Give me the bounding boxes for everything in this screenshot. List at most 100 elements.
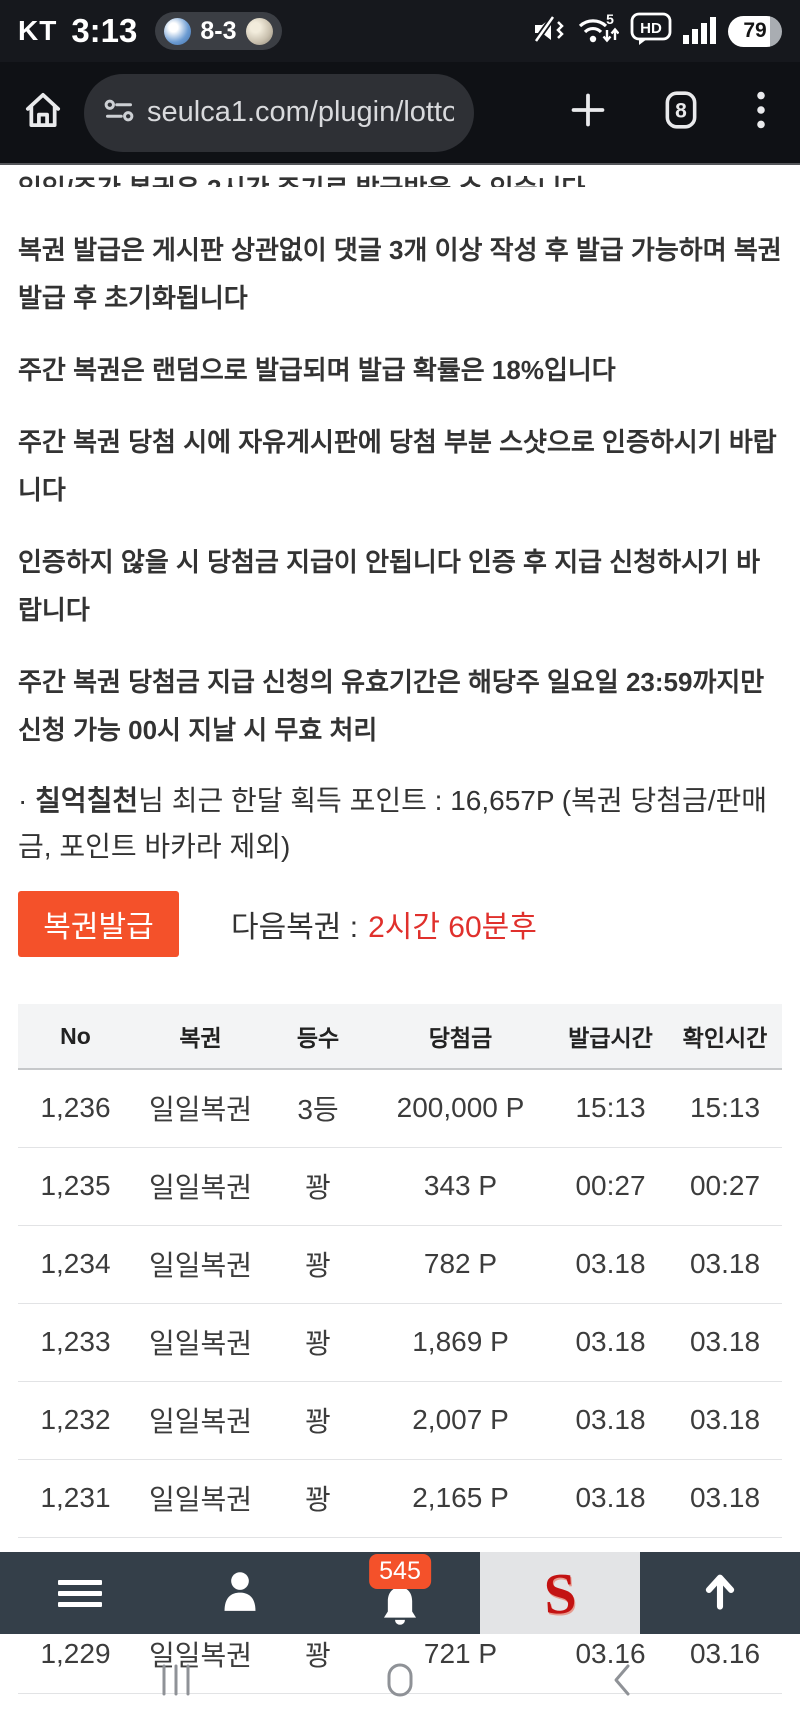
status-bar: KT 3:13 8-3 5 [0, 0, 800, 62]
issue-lotto-button[interactable]: 복권발급 [18, 891, 179, 957]
notice-paragraph: 인증하지 않을 시 당첨금 지급이 안됩니다 인증 후 지급 신청하시기 바랍니… [18, 547, 760, 625]
carrier-label: KT [18, 15, 58, 46]
notice-paragraph: 일일/주간 복권은 3시간 주기로 발급받을 수 있습니다 [18, 165, 782, 187]
clipped-notice-line: 일일/주간 복권은 3시간 주기로 발급받을 수 있습니다 [18, 165, 782, 187]
svg-text:HD: HD [640, 20, 662, 37]
table-cell: 꽝 [268, 1381, 368, 1460]
table-cell: 782 P [368, 1225, 553, 1304]
notice-paragraph: 주간 복권은 랜덤으로 발급되며 발급 확률은 18%입니다 [18, 355, 616, 385]
home-nav-button[interactable] [380, 1662, 420, 1698]
table-cell: 343 P [368, 1147, 553, 1226]
table-row: 1,236 일일복권 3등 200,000 P 15:13 15:13 [18, 1069, 782, 1148]
table-cell: 1,234 [18, 1225, 133, 1304]
site-settings-icon[interactable] [104, 99, 134, 127]
table-cell: 03.18 [553, 1381, 668, 1460]
table-row: 1,233 일일복권 꽝 1,869 P 03.18 03.18 [18, 1303, 782, 1382]
menu-button[interactable] [0, 1552, 160, 1634]
table-cell: 03.18 [668, 1381, 782, 1460]
bell-icon [380, 1585, 420, 1632]
table-row: 1,234 일일복권 꽝 782 P 03.18 03.18 [18, 1225, 782, 1304]
browser-menu-button[interactable] [754, 90, 768, 135]
lotto-action-row: 복권발급 다음복권 : 2시간 60분후 [18, 891, 782, 957]
table-cell: 일일복권 [133, 1381, 268, 1460]
table-cell: 1,235 [18, 1147, 133, 1226]
col-header-rank: 등수 [268, 1004, 368, 1070]
battery-percent: 79 [743, 19, 767, 42]
wifi-icon: 5 [577, 11, 620, 51]
table-cell: 2,007 P [368, 1381, 553, 1460]
table-cell: 꽝 [268, 1459, 368, 1538]
table-cell: 00:27 [553, 1147, 668, 1226]
table-row: 1,231 일일복권 꽝 2,165 P 03.18 03.18 [18, 1459, 782, 1538]
next-lotto-countdown: 2시간 60분후 [368, 911, 537, 944]
mute-vibrate-icon [532, 14, 566, 49]
scroll-top-button[interactable] [640, 1552, 800, 1634]
notification-badge: 545 [369, 1554, 431, 1589]
table-cell: 15:13 [553, 1069, 668, 1148]
table-cell: 꽝 [268, 1225, 368, 1304]
table-cell: 일일복권 [133, 1225, 268, 1304]
table-cell: 1,233 [18, 1303, 133, 1382]
table-cell: 1,232 [18, 1381, 133, 1460]
points-text: 님 최근 한달 획득 포인트 : 16,657P (복권 당첨금/판매금, 포인… [18, 785, 768, 862]
battery-indicator: 79 [728, 15, 782, 47]
status-icons: 5 HD [532, 11, 782, 51]
table-cell: 1,231 [18, 1459, 133, 1538]
sports-score-widget[interactable]: 8-3 [155, 12, 282, 50]
table-cell: 03.18 [668, 1459, 782, 1538]
person-icon [220, 1570, 260, 1617]
table-cell: 200,000 P [368, 1069, 553, 1148]
monthly-points-line: · 칠억칠천님 최근 한달 획득 포인트 : 16,657P (복권 당첨금/판… [18, 778, 782, 870]
username: 칠억칠천 [35, 785, 139, 816]
score-text: 8-3 [200, 16, 237, 45]
system-nav-bar [0, 1662, 800, 1698]
table-cell: 1,869 P [368, 1303, 553, 1382]
table-cell: 3등 [268, 1069, 368, 1148]
url-text[interactable]: seulca1.com/plugin/lotto/ [147, 96, 454, 128]
svg-text:5: 5 [606, 12, 614, 27]
table-cell: 03.18 [553, 1225, 668, 1304]
table-cell: 03.18 [668, 1303, 782, 1382]
table-cell: 일일복권 [133, 1459, 268, 1538]
col-header-checked: 확인시간 [668, 1004, 782, 1070]
hd-voice-icon: HD [630, 12, 672, 51]
col-header-lottery: 복권 [133, 1004, 268, 1070]
team1-logo-icon [164, 17, 192, 45]
recents-button[interactable] [156, 1662, 196, 1698]
new-tab-button[interactable] [568, 90, 608, 135]
table-cell: 03.18 [668, 1225, 782, 1304]
tab-count: 8 [675, 99, 687, 122]
notice-paragraph: 복권 발급은 게시판 상관없이 댓글 3개 이상 작성 후 발급 가능하며 복권… [18, 235, 782, 313]
notice-paragraph: 주간 복권 당첨금 지급 신청의 유효기간은 해당주 일요일 23:59까지만 … [18, 667, 765, 745]
table-cell: 꽝 [268, 1303, 368, 1382]
site-logo: S [542, 1559, 578, 1627]
page-content: 일일/주간 복권은 3시간 주기로 발급받을 수 있습니다 복권 발급은 게시판… [0, 165, 800, 1694]
back-button[interactable] [604, 1662, 644, 1698]
profile-button[interactable] [160, 1552, 320, 1634]
site-bottom-toolbar: 545 S [0, 1552, 800, 1634]
browser-toolbar: seulca1.com/plugin/lotto/ 8 [0, 62, 800, 165]
table-cell: 03.18 [553, 1459, 668, 1538]
col-header-prize: 당첨금 [368, 1004, 553, 1070]
table-cell: 일일복권 [133, 1147, 268, 1226]
site-logo-button[interactable]: S [480, 1552, 640, 1634]
table-cell: 15:13 [668, 1069, 782, 1148]
address-bar[interactable]: seulca1.com/plugin/lotto/ [84, 73, 474, 152]
notifications-button[interactable]: 545 [320, 1552, 480, 1634]
table-cell: 03.18 [553, 1303, 668, 1382]
team2-logo-icon [245, 17, 273, 45]
signal-strength-icon [683, 14, 717, 49]
col-header-no: No [18, 1004, 133, 1070]
table-header-row: No 복권 등수 당첨금 발급시간 확인시간 [18, 1004, 782, 1070]
table-cell: 2,165 P [368, 1459, 553, 1538]
notice-paragraph: 주간 복권 당첨 시에 자유게시판에 당첨 부분 스샷으로 인증하시기 바랍니다 [18, 427, 777, 505]
lotto-history-table: No 복권 등수 당첨금 발급시간 확인시간 1,236 일일복권 3등 200… [18, 1004, 782, 1694]
tab-switcher-button[interactable]: 8 [660, 89, 702, 136]
next-lotto-label: 다음복권 : [231, 911, 359, 944]
table-cell: 00:27 [668, 1147, 782, 1226]
table-row: 1,235 일일복권 꽝 343 P 00:27 00:27 [18, 1147, 782, 1226]
home-button[interactable] [22, 89, 64, 136]
table-cell: 일일복권 [133, 1069, 268, 1148]
table-cell: 1,236 [18, 1069, 133, 1148]
